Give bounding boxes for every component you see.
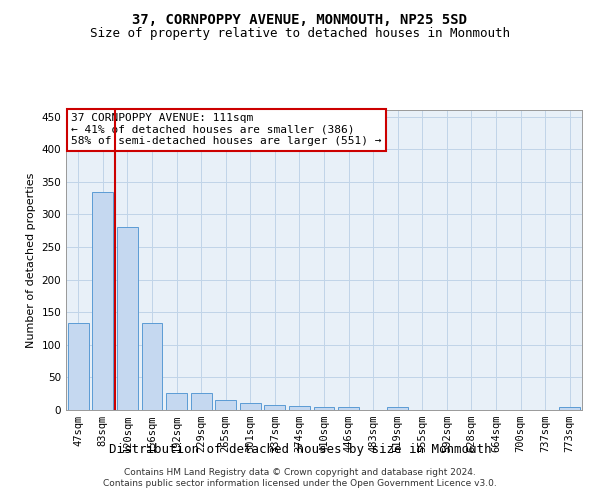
Text: Contains HM Land Registry data © Crown copyright and database right 2024.
Contai: Contains HM Land Registry data © Crown c… <box>103 468 497 487</box>
Text: 37, CORNPOPPY AVENUE, MONMOUTH, NP25 5SD: 37, CORNPOPPY AVENUE, MONMOUTH, NP25 5SD <box>133 12 467 26</box>
Bar <box>240 403 261 410</box>
Y-axis label: Number of detached properties: Number of detached properties <box>26 172 36 348</box>
Bar <box>289 406 310 410</box>
Bar <box>68 324 89 410</box>
Text: Distribution of detached houses by size in Monmouth: Distribution of detached houses by size … <box>109 442 491 456</box>
Text: Size of property relative to detached houses in Monmouth: Size of property relative to detached ho… <box>90 28 510 40</box>
Bar <box>265 405 286 410</box>
Bar <box>142 324 163 410</box>
Bar <box>387 408 408 410</box>
Bar <box>338 408 359 410</box>
Bar <box>92 192 113 410</box>
Bar <box>559 408 580 410</box>
Bar <box>191 393 212 410</box>
Text: 37 CORNPOPPY AVENUE: 111sqm
← 41% of detached houses are smaller (386)
58% of se: 37 CORNPOPPY AVENUE: 111sqm ← 41% of det… <box>71 113 382 146</box>
Bar <box>314 406 334 410</box>
Bar <box>166 393 187 410</box>
Bar <box>215 400 236 410</box>
Bar <box>117 228 138 410</box>
